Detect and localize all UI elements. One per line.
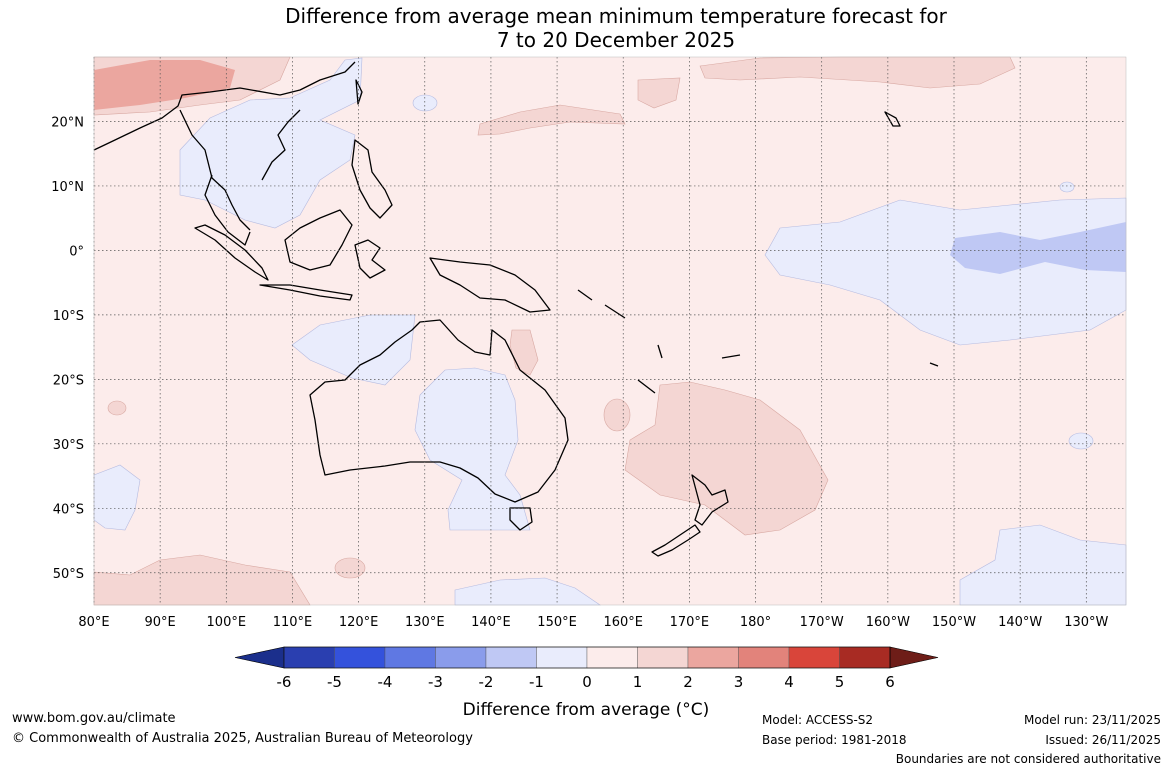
coast-pacific-islands xyxy=(577,289,939,394)
lon-tick-label: 170°W xyxy=(800,615,844,630)
colorbar-tick: 4 xyxy=(784,673,794,691)
colorbar-tick: 5 xyxy=(835,673,845,691)
coast-mainland-asia xyxy=(93,61,356,231)
lon-tick-label: 170°E xyxy=(670,615,710,630)
colorbar-outline xyxy=(283,646,891,669)
lat-tick-label: 0° xyxy=(69,244,84,259)
lon-tick-label: 130°E xyxy=(405,615,445,630)
model-run-text: Model run: 23/11/2025 xyxy=(1023,713,1161,727)
lat-tick-labels: 20°N 10°N 0° 10°S 20°S 30°S 40°S 50°S xyxy=(51,115,84,581)
colorbar-segment xyxy=(435,646,487,669)
colorbar-title: Difference from average (°C) xyxy=(463,700,710,720)
lon-tick-label: 150°E xyxy=(537,615,577,630)
issued-text: Issued: 26/11/2025 xyxy=(1045,733,1161,747)
colorbar-tick: -1 xyxy=(529,673,544,691)
colorbar-tick-labels: -6 -5 -4 -3 -2 -1 0 1 2 3 4 5 6 xyxy=(277,673,895,691)
disclaimer-text: Boundaries are not considered authoritat… xyxy=(895,752,1161,766)
coast-sumatra xyxy=(194,224,269,281)
colorbar-segment xyxy=(536,646,588,669)
colorbar-tick: 0 xyxy=(582,673,592,691)
coast-australia xyxy=(309,319,569,503)
copyright-text: © Commonwealth of Australia 2025, Austra… xyxy=(12,731,473,746)
lon-tick-label: 160°E xyxy=(603,615,643,630)
lon-tick-label: 80°E xyxy=(78,615,109,630)
lon-tick-label: 90°E xyxy=(145,615,176,630)
coast-philippines xyxy=(351,139,393,219)
colorbar-tick: 3 xyxy=(734,673,744,691)
lat-tick-label: 10°S xyxy=(53,309,84,324)
website-text: www.bom.gov.au/climate xyxy=(12,711,176,726)
lon-tick-label: 140°E xyxy=(471,615,511,630)
colorbar-segment xyxy=(334,646,386,669)
coast-java xyxy=(259,284,353,301)
warm-region-south-china-strong xyxy=(94,60,235,110)
colorbar-extend-high xyxy=(889,646,939,669)
colorbar-segment xyxy=(637,646,689,669)
colorbar-tick: 2 xyxy=(683,673,693,691)
title-line-2: 7 to 20 December 2025 xyxy=(496,28,736,52)
anomaly-regions xyxy=(93,56,1127,606)
colorbar-tick: -4 xyxy=(378,673,393,691)
lat-tick-label: 20°N xyxy=(51,115,84,130)
lon-tick-label: 120°E xyxy=(339,615,379,630)
colorbar xyxy=(234,646,939,669)
lon-tick-label: 180° xyxy=(740,615,771,630)
map-frame xyxy=(93,56,1127,606)
cool-patch-small-3 xyxy=(1059,181,1075,193)
colorbar-segment xyxy=(738,646,790,669)
warm-region-west-pacific xyxy=(477,104,626,136)
cool-region-australia xyxy=(414,367,531,531)
colorbar-segment xyxy=(839,646,891,669)
coastlines xyxy=(93,61,939,557)
cool-region-south-indian xyxy=(93,464,141,531)
lon-tick-label: 110°E xyxy=(273,615,313,630)
coast-new-zealand-south xyxy=(651,524,701,557)
coast-sulawesi xyxy=(354,239,386,279)
coast-borneo xyxy=(284,209,353,271)
lat-tick-label: 40°S xyxy=(53,502,84,517)
colorbar-extend-low xyxy=(234,646,285,669)
title-line-1: Difference from average mean minimum tem… xyxy=(285,4,947,28)
colorbar-segment xyxy=(485,646,537,669)
coast-new-zealand-north xyxy=(691,474,729,526)
lat-tick-label: 10°N xyxy=(51,180,84,195)
colorbar-tick: 1 xyxy=(633,673,643,691)
lon-tick-label: 130°W xyxy=(1064,615,1108,630)
colorbar-segment xyxy=(586,646,638,669)
model-text: Model: ACCESS-S2 xyxy=(762,713,874,727)
lat-tick-label: 30°S xyxy=(53,438,84,453)
warm-region-tasman-sea xyxy=(624,381,829,536)
lon-tick-label: 100°E xyxy=(207,615,247,630)
lon-tick-label: 140°W xyxy=(998,615,1042,630)
cool-region-east-pacific-core xyxy=(950,222,1126,274)
colorbar-segment xyxy=(788,646,840,669)
warm-patch-small-3 xyxy=(107,400,127,416)
colorbar-segment xyxy=(283,646,335,669)
cool-patch-small-1 xyxy=(412,94,438,112)
colorbar-segment xyxy=(384,646,436,669)
base-period-text: Base period: 1981-2018 xyxy=(762,733,907,747)
map-title: Difference from average mean minimum tem… xyxy=(0,4,1173,52)
cool-region-indian-ocean xyxy=(291,314,416,386)
lon-tick-label: 160°W xyxy=(866,615,910,630)
cool-patch-small-2 xyxy=(1068,432,1094,450)
colorbar-tick: -5 xyxy=(327,673,342,691)
colorbar-tick: -2 xyxy=(479,673,494,691)
colorbar-tick: 6 xyxy=(885,673,895,691)
lon-tick-label: 150°W xyxy=(932,615,976,630)
coast-new-guinea xyxy=(429,257,551,313)
coast-malay-peninsula xyxy=(204,174,251,246)
colorbar-tick: -3 xyxy=(428,673,443,691)
lat-tick-label: 20°S xyxy=(53,373,84,388)
colorbar-tick: -6 xyxy=(277,673,292,691)
warm-region-philippine-sea xyxy=(637,77,681,109)
lat-tick-label: 50°S xyxy=(53,567,84,582)
cool-region-east-pacific xyxy=(764,197,1127,346)
warm-patch-small-2 xyxy=(603,398,631,432)
lon-tick-labels: 80°E 90°E 100°E 110°E 120°E 130°E 140°E 150°E 16… xyxy=(78,615,1108,630)
warm-patch-small-1 xyxy=(334,557,366,579)
colorbar-segment xyxy=(687,646,739,669)
